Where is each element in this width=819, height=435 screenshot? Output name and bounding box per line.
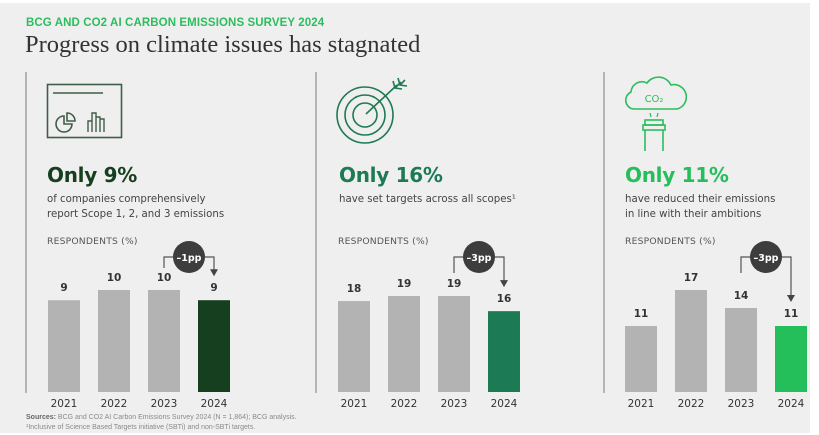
value-label: 9 [210,282,217,294]
column-divider [603,72,605,393]
value-label: 14 [734,290,749,302]
value-label: 10 [157,272,172,284]
panel-2-respondents-label: RESPONDENTS (%) [338,236,429,247]
bar-2024 [198,300,230,392]
bar-2023 [725,308,757,392]
x-tick-label: 2022 [391,398,418,410]
sources-note: Sources: BCG and CO2 AI Carbon Emissions… [26,413,297,433]
co2-cloud-icon: CO₂ [625,76,687,151]
panel-3-description: have reduced their emissions in line wit… [625,192,775,222]
description-line: report Scope 1, 2, and 3 emissions [47,209,225,220]
arrow-down-icon [787,295,795,302]
value-label: 19 [397,278,412,290]
chart-targets: 18 2021 19 2022 19 2023 16 2024 –3pp [338,241,520,410]
bar-2023 [148,290,180,392]
panel-2-headline: Only 16% [339,163,443,187]
infographic-panel: BCG AND CO2 AI CARBON EMISSIONS SURVEY 2… [0,3,810,433]
arrow-down-icon [210,269,218,277]
bar-2021 [48,300,80,392]
value-label: 16 [497,293,512,305]
bar-2022 [675,290,707,392]
value-label: 17 [684,272,699,284]
x-tick-label: 2021 [51,398,78,410]
x-tick-label: 2024 [201,398,228,410]
x-tick-label: 2022 [678,398,705,410]
bar-2022 [98,290,130,392]
value-label: 9 [60,282,67,294]
x-tick-label: 2023 [151,398,178,410]
panel-1-description: of companies comprehensively report Scop… [47,192,224,222]
panel-2-description: have set targets across all scopes¹ [339,192,516,207]
chart-reductions: 11 2021 17 2022 14 2023 11 2024 –3pp [625,241,807,410]
x-tick-label: 2024 [491,398,518,410]
survey-eyebrow: BCG AND CO2 AI CARBON EMISSIONS SURVEY 2… [26,17,325,29]
value-label: 11 [784,308,799,320]
value-label: 11 [634,308,649,320]
sources-text: BCG and CO2 AI Carbon Emissions Survey 2… [55,414,297,421]
panel-1-respondents-label: RESPONDENTS (%) [47,236,138,247]
x-tick-label: 2021 [628,398,655,410]
footnote: ¹Inclusive of Science Based Targets init… [26,424,256,431]
x-tick-label: 2021 [341,398,368,410]
panel-1-headline: Only 9% [47,163,137,187]
description-line: of companies comprehensively [47,194,206,205]
description-line: in line with their ambitions [625,209,762,220]
value-label: 18 [347,283,362,295]
x-tick-label: 2023 [441,398,468,410]
x-tick-label: 2022 [101,398,128,410]
chart-reporting: 9 2021 10 2022 10 2023 9 2024 –1pp [48,241,230,410]
sources-label: Sources: [26,414,56,421]
bar-2023 [438,296,470,392]
panel-3-respondents-label: RESPONDENTS (%) [625,236,716,247]
bar-2022 [388,296,420,392]
description-line: have set targets across all scopes¹ [339,194,516,205]
panel-3-headline: Only 11% [625,163,729,187]
co2-label: CO₂ [645,94,664,105]
arrow-down-icon [500,280,508,288]
dashboard-chart-icon [46,83,123,139]
column-divider [25,72,27,393]
x-tick-label: 2023 [728,398,755,410]
target-icon [336,77,408,144]
column-divider [315,72,317,393]
change-badge [463,241,495,273]
bar-2021 [338,301,370,392]
bar-2024 [775,326,807,392]
bar-2024 [488,311,520,392]
value-label: 19 [447,278,462,290]
change-badge [750,241,782,273]
bar-2021 [625,326,657,392]
change-badge-label: –1pp [177,253,202,264]
x-tick-label: 2024 [778,398,805,410]
change-badge [173,241,205,273]
value-label: 10 [107,272,122,284]
change-badge-label: –3pp [467,253,492,264]
description-line: have reduced their emissions [625,194,776,205]
page-title: Progress on climate issues has stagnated [25,31,421,58]
change-badge-label: –3pp [754,253,779,264]
